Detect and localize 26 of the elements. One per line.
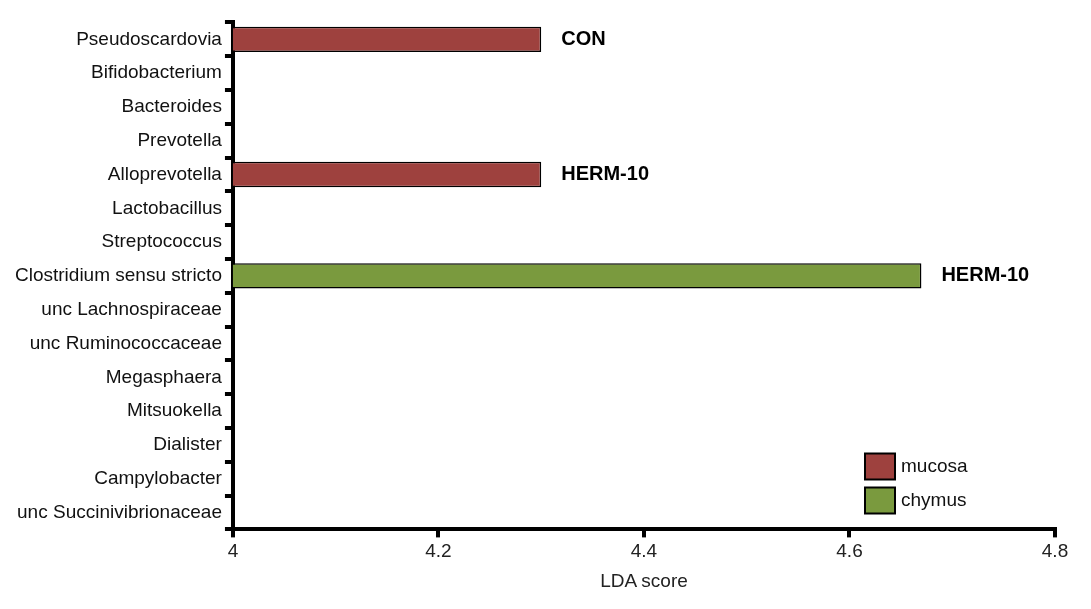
y-tick-label: Mitsuokella xyxy=(126,399,223,421)
y-tick-label: Megasphaera xyxy=(105,365,223,387)
y-tick-label: Bacteroides xyxy=(121,95,222,117)
y-tick-label: Campylobacter xyxy=(94,466,223,488)
y-tick-label: Clostridium sensu stricto xyxy=(15,264,222,286)
x-tick-label: 4.6 xyxy=(836,540,863,562)
y-tick-label: Streptococcus xyxy=(101,230,222,252)
y-tick-label: Alloprevotella xyxy=(107,162,223,184)
y-tick-label: Dialister xyxy=(153,433,223,455)
x-tick-label: 4.4 xyxy=(630,540,658,562)
y-tick-label: unc Succinivibrionaceae xyxy=(17,500,222,522)
x-tick-label: 4 xyxy=(227,540,239,562)
x-axis-title: LDA score xyxy=(600,569,688,591)
y-tick-label: Pseudoscardovia xyxy=(76,27,223,49)
data-label: HERM-10 xyxy=(941,263,1030,286)
legend-label: mucosa xyxy=(901,454,968,476)
y-tick-label: Bifidobacterium xyxy=(91,61,222,83)
y-tick-label: Lactobacillus xyxy=(112,196,222,218)
y-tick-label: unc Lachnospiraceae xyxy=(41,297,222,319)
x-tick-label: 4.8 xyxy=(1041,540,1069,562)
legend-label: chymus xyxy=(901,488,967,510)
data-label: HERM-10 xyxy=(561,162,650,185)
y-tick-label: unc Ruminococcaceae xyxy=(29,331,222,353)
y-tick-label: Prevotella xyxy=(137,128,223,150)
data-label: CON xyxy=(561,26,606,49)
x-tick-label: 4.2 xyxy=(425,540,452,562)
